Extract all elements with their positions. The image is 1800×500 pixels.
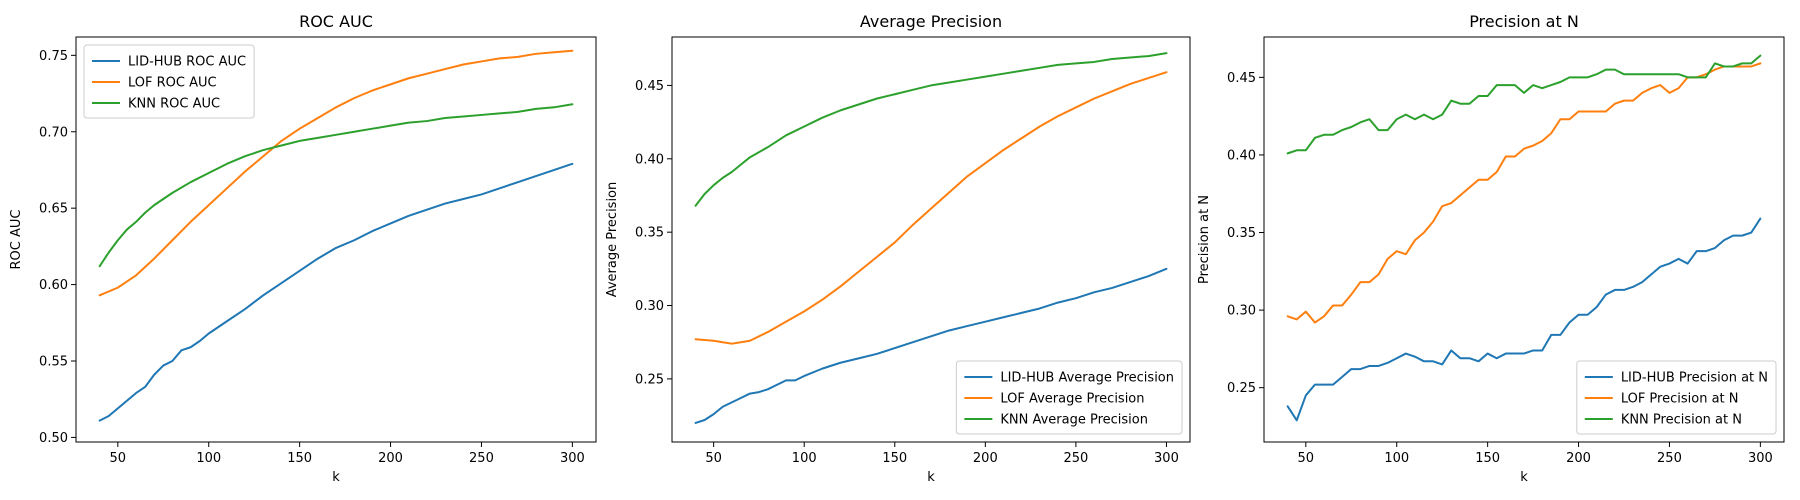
x-tick-label: 300 (560, 451, 585, 466)
series-line-3 (1286, 54, 1762, 155)
x-tick-label: 250 (469, 451, 494, 466)
y-tick-label: 0.50 (39, 431, 68, 446)
chart-title: ROC AUC (299, 12, 373, 31)
y-tick-label: 0.45 (635, 79, 664, 94)
x-tick-label: 250 (1657, 451, 1682, 466)
y-tick-label: 0.65 (39, 202, 68, 217)
plot-frame (1263, 36, 1785, 443)
x-tick-label: 50 (1298, 451, 1315, 466)
series-line-1 (694, 267, 1168, 424)
x-axis-label: k (332, 470, 340, 485)
legend-entry-label: KNN Average Precision (1000, 413, 1148, 428)
plot-frame (75, 36, 597, 443)
y-tick-label: 0.30 (635, 299, 664, 314)
x-axis-label: k (927, 470, 935, 485)
x-tick-label: 100 (196, 451, 221, 466)
chart-panel-3: Precision at N 50 100 150 200 250 300 0.25 0.30 0… (1197, 12, 1785, 485)
legend-entry-label: LOF Average Precision (1000, 392, 1144, 407)
chart-title: Precision at N (1469, 12, 1579, 31)
x-tick-label: 200 (1566, 451, 1591, 466)
y-tick-label: 0.75 (39, 49, 68, 64)
y-tick-label: 0.55 (39, 355, 68, 370)
legend-entry-label: LID-HUB Precision at N (1621, 371, 1768, 386)
y-tick-label: 0.30 (1227, 304, 1256, 319)
x-tick-label: 200 (378, 451, 403, 466)
legend-box (955, 360, 1183, 435)
legend-entry-label: LOF ROC AUC (128, 76, 217, 91)
legend: LID-HUB ROC AUC LOF ROC AUC KNN ROC AUC (83, 44, 255, 119)
chart-panel-2: Average Precision 50 100 150 200 250 300 0.25 0.… (605, 12, 1191, 485)
x-tick-label: 200 (973, 451, 998, 466)
x-tick-label: 100 (1384, 451, 1409, 466)
legend-box (1576, 360, 1777, 435)
y-axis-label: ROC AUC (9, 210, 24, 270)
y-tick-label: 0.45 (1227, 71, 1256, 86)
x-tick-label: 150 (882, 451, 907, 466)
y-tick-label: 0.35 (1227, 226, 1256, 241)
x-tick-label: 150 (1475, 451, 1500, 466)
series-line-2 (694, 71, 1168, 345)
x-tick-label: 300 (1748, 451, 1773, 466)
chart-panel-1: ROC AUC 50 100 150 200 250 300 0.50 0.55 0.60 0.65… (9, 12, 597, 485)
series-line-1 (1286, 217, 1762, 422)
series-line-2 (1286, 62, 1762, 324)
y-tick-label: 0.40 (1227, 148, 1256, 163)
x-axis-label: k (1520, 470, 1528, 485)
plot-frame (671, 36, 1191, 443)
x-tick-label: 300 (1154, 451, 1179, 466)
legend-entry-label: KNN ROC AUC (128, 97, 220, 112)
y-tick-label: 0.40 (635, 152, 664, 167)
x-tick-label: 100 (792, 451, 817, 466)
legend-box (83, 44, 255, 119)
y-tick-label: 0.35 (635, 226, 664, 241)
chart-title: Average Precision (860, 12, 1002, 31)
x-tick-label: 50 (705, 451, 722, 466)
x-tick-label: 50 (110, 451, 127, 466)
series-line-3 (98, 103, 574, 268)
y-tick-label: 0.25 (635, 372, 664, 387)
x-tick-label: 150 (287, 451, 312, 466)
series-line-2 (98, 49, 574, 297)
y-tick-label: 0.25 (1227, 381, 1256, 396)
legend: LID-HUB Average Precision LOF Average Pre… (955, 360, 1183, 435)
series-line-3 (694, 52, 1168, 207)
legend-entry-label: LOF Precision at N (1621, 392, 1739, 407)
legend: LID-HUB Precision at N LOF Precision at N… (1576, 360, 1777, 435)
y-tick-label: 0.70 (39, 125, 68, 140)
y-axis-label: Precision at N (1197, 195, 1212, 284)
y-tick-label: 0.60 (39, 278, 68, 293)
legend-entry-label: LID-HUB ROC AUC (128, 55, 246, 70)
legend-entry-label: KNN Precision at N (1621, 413, 1742, 428)
series-line-1 (98, 162, 574, 422)
legend-entry-label: LID-HUB Average Precision (1000, 371, 1174, 386)
y-axis-label: Average Precision (605, 182, 620, 298)
x-tick-label: 250 (1063, 451, 1088, 466)
